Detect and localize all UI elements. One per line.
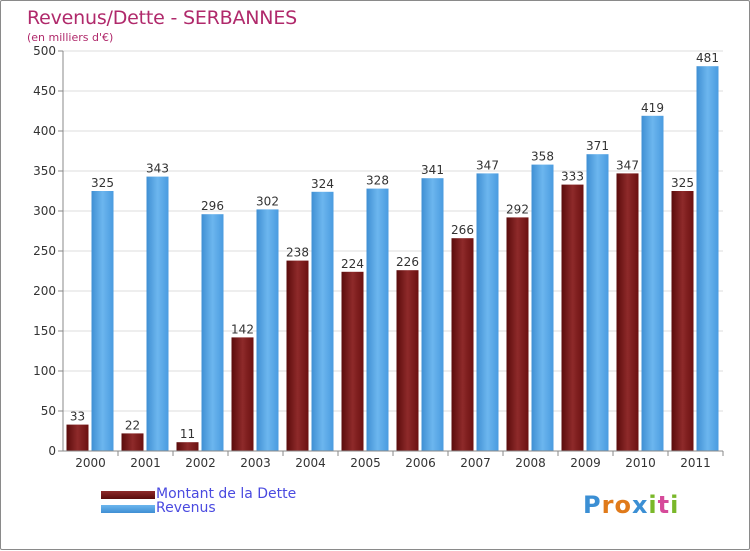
data-label-revenus: 328 [366, 174, 389, 188]
data-label-dette: 224 [341, 257, 364, 271]
logo-letter: o [614, 491, 632, 519]
x-tick-label: 2006 [405, 456, 436, 470]
y-tick-label: 500 [33, 44, 56, 58]
x-tick-label: 2003 [240, 456, 271, 470]
bar-dette [231, 337, 254, 451]
data-label-revenus: 343 [146, 162, 169, 176]
data-label-revenus: 358 [531, 150, 554, 164]
data-label-revenus: 347 [476, 158, 499, 172]
bar-dette [121, 433, 144, 451]
legend-swatch-dette [101, 491, 155, 499]
bar-revenus [641, 115, 664, 452]
data-label-dette: 226 [396, 255, 419, 269]
data-label-revenus: 371 [586, 139, 609, 153]
data-label-revenus: 325 [91, 176, 114, 190]
x-tick-label: 2001 [130, 456, 161, 470]
bar-dette [671, 191, 694, 451]
bar-revenus [366, 188, 389, 451]
y-tick-label: 450 [33, 84, 56, 98]
data-label-revenus: 419 [641, 101, 664, 115]
chart-subtitle: (en milliers d'€) [27, 31, 114, 44]
bar-revenus [201, 214, 224, 451]
data-label-dette: 22 [125, 418, 140, 432]
data-label-revenus: 481 [696, 51, 719, 65]
bar-dette [396, 270, 419, 451]
data-label-revenus: 296 [201, 199, 224, 213]
logo-letter: i [670, 491, 680, 519]
data-label-dette: 33 [70, 410, 85, 424]
data-label-revenus: 302 [256, 194, 279, 208]
bar-revenus [256, 209, 279, 451]
y-tick-label: 300 [33, 204, 56, 218]
x-tick-label: 2004 [295, 456, 326, 470]
y-tick-label: 250 [33, 244, 56, 258]
data-label-revenus: 324 [311, 177, 334, 191]
bar-dette [506, 217, 529, 451]
data-label-dette: 238 [286, 246, 309, 260]
y-tick-label: 50 [41, 404, 56, 418]
x-tick-label: 2009 [570, 456, 601, 470]
data-label-dette: 347 [616, 158, 639, 172]
logo-letter: i [648, 491, 658, 519]
bar-revenus [311, 191, 334, 452]
bar-dette [451, 238, 474, 451]
bar-revenus [476, 173, 499, 451]
data-label-dette: 292 [506, 202, 529, 216]
data-label-dette: 325 [671, 176, 694, 190]
x-tick-label: 2000 [75, 456, 106, 470]
bar-revenus [696, 66, 719, 451]
y-tick-label: 0 [48, 444, 56, 458]
y-tick-label: 200 [33, 284, 56, 298]
bar-revenus [421, 178, 444, 451]
data-label-dette: 266 [451, 223, 474, 237]
logo-letter: P [583, 491, 602, 519]
bar-dette [341, 271, 364, 451]
data-label-dette: 333 [561, 170, 584, 184]
bar-revenus [91, 191, 114, 451]
y-tick-label: 350 [33, 164, 56, 178]
legend-label-revenus: Revenus [156, 500, 216, 516]
bar-dette [176, 442, 199, 451]
logo-letter: x [631, 491, 649, 519]
y-tick-label: 400 [33, 124, 56, 138]
y-tick-label: 100 [33, 364, 56, 378]
legend-swatch-revenus [101, 505, 155, 513]
bar-dette [561, 184, 584, 451]
x-tick-label: 2005 [350, 456, 381, 470]
x-tick-label: 2010 [625, 456, 656, 470]
logo-letter: t [657, 491, 671, 519]
bar-dette [616, 173, 639, 451]
x-tick-label: 2007 [460, 456, 491, 470]
bar-revenus [531, 164, 554, 451]
data-label-dette: 11 [180, 427, 195, 441]
data-label-revenus: 341 [421, 163, 444, 177]
x-tick-label: 2011 [680, 456, 711, 470]
x-tick-label: 2008 [515, 456, 546, 470]
logo-letter: r [601, 491, 615, 519]
bar-dette [66, 424, 89, 451]
y-tick-label: 150 [33, 324, 56, 338]
bar-revenus [146, 176, 169, 451]
legend-label-dette: Montant de la Dette [156, 486, 297, 502]
bar-dette [286, 260, 309, 451]
bar-revenus [586, 154, 609, 451]
data-label-dette: 142 [231, 322, 254, 336]
x-tick-label: 2002 [185, 456, 216, 470]
proxiti-logo: Proxiti [583, 491, 679, 519]
chart-title: Revenus/Dette - SERBANNES [27, 7, 297, 29]
